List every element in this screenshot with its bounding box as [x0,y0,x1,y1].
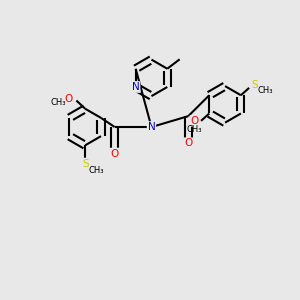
Text: O: O [110,148,119,158]
Text: CH₃: CH₃ [187,124,202,134]
Text: O: O [190,116,199,126]
Text: CH₃: CH₃ [89,166,104,175]
Text: N: N [132,82,140,92]
Text: CH₃: CH₃ [258,86,273,95]
Text: S: S [82,158,88,169]
Text: CH₃: CH₃ [51,98,67,107]
Text: S: S [252,80,258,90]
Text: O: O [64,94,73,104]
Text: O: O [184,138,192,148]
Text: N: N [148,122,155,132]
